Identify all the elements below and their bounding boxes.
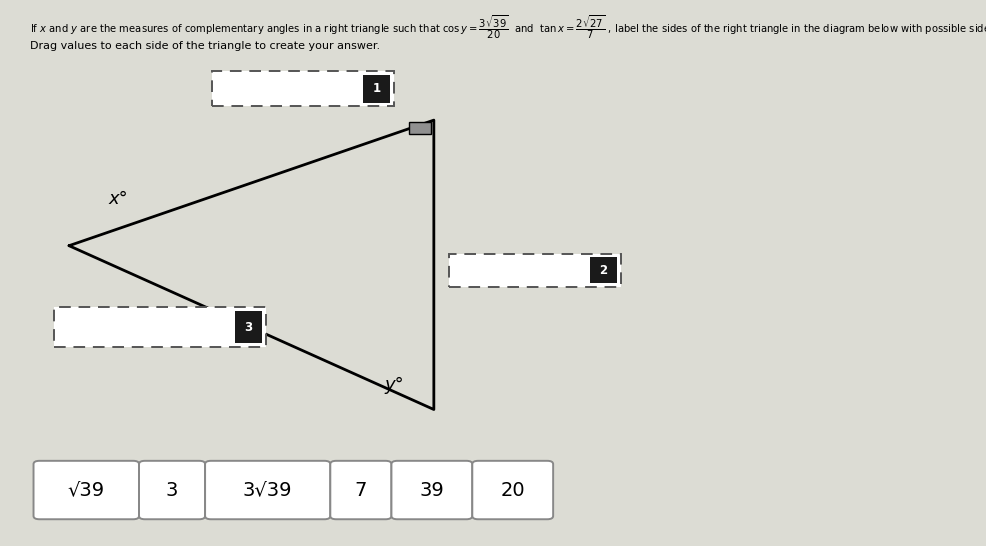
Text: If $x$ and $y$ are the measures of complementary angles in a right triangle such: If $x$ and $y$ are the measures of compl… <box>30 14 986 41</box>
Text: Drag values to each side of the triangle to create your answer.: Drag values to each side of the triangle… <box>30 41 380 51</box>
FancyBboxPatch shape <box>472 461 553 519</box>
Polygon shape <box>409 122 431 134</box>
FancyBboxPatch shape <box>34 461 139 519</box>
Text: x°: x° <box>108 191 128 208</box>
Text: 2: 2 <box>599 264 607 277</box>
Bar <box>54 307 266 347</box>
Text: 3√39: 3√39 <box>243 480 293 500</box>
Text: 3: 3 <box>166 480 178 500</box>
FancyBboxPatch shape <box>139 461 205 519</box>
Bar <box>235 311 262 343</box>
Text: 1: 1 <box>373 82 381 95</box>
Text: y°: y° <box>385 376 404 394</box>
Text: √39: √39 <box>68 480 105 500</box>
FancyBboxPatch shape <box>205 461 330 519</box>
Bar <box>363 74 390 103</box>
Text: 39: 39 <box>419 480 445 500</box>
FancyBboxPatch shape <box>330 461 391 519</box>
Bar <box>449 254 621 287</box>
Bar <box>212 71 394 106</box>
Text: 3: 3 <box>245 321 252 334</box>
Text: 7: 7 <box>355 480 367 500</box>
Bar <box>590 257 617 283</box>
Text: 20: 20 <box>501 480 525 500</box>
FancyBboxPatch shape <box>391 461 472 519</box>
